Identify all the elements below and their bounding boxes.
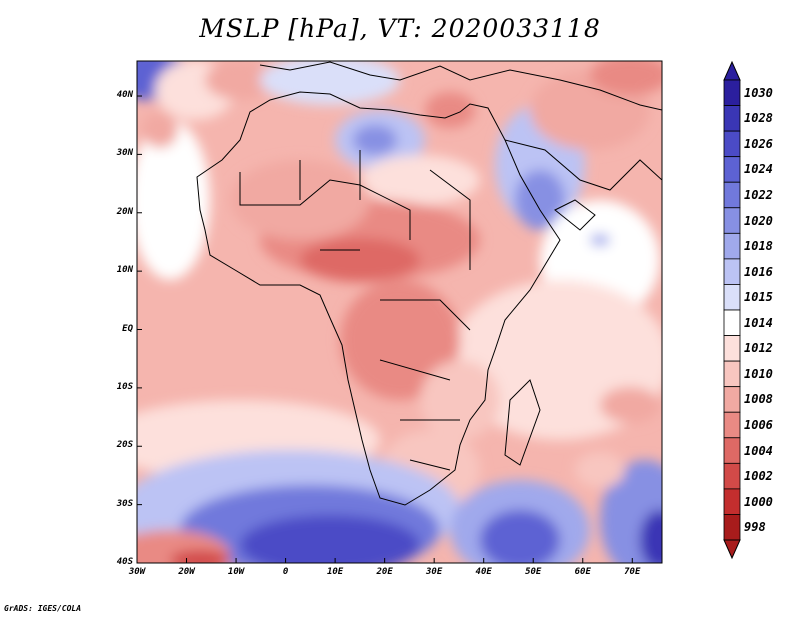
coastlines <box>196 61 662 506</box>
colorbar-level-label: 998 <box>744 520 766 535</box>
colorbar-level-label: 1012 <box>744 341 773 356</box>
lat-label: 40S <box>116 557 133 567</box>
map-frame <box>136 60 663 564</box>
colorbar-level-label: 1014 <box>744 315 773 330</box>
colorbar-max-arrow <box>723 60 741 81</box>
colorbar-swatch <box>723 105 741 132</box>
lat-label: EQ <box>122 323 133 334</box>
lon-label: 30W <box>128 567 146 577</box>
map-title: MSLP [hPa], VT: 2020033118 <box>199 14 601 43</box>
colorbar-level-label: 1004 <box>744 443 773 458</box>
axis-ticks <box>136 95 633 564</box>
lon-label: 0 <box>282 567 289 577</box>
lon-label: 20W <box>178 567 195 577</box>
colorbar-swatch <box>723 284 741 311</box>
colorbar-swatch <box>723 335 741 362</box>
lat-label: 20S <box>116 440 133 451</box>
colorbar-level-label: 1002 <box>744 469 773 484</box>
colorbar-level-label: 1000 <box>744 494 773 509</box>
lon-label: 20E <box>376 567 393 577</box>
colorbar-level-label: 1008 <box>744 392 773 407</box>
colorbar-level-label: 1028 <box>744 111 773 126</box>
lon-label: 30E <box>426 567 443 577</box>
lat-label: 10N <box>116 265 133 276</box>
colorbar-swatch <box>723 181 741 209</box>
lon-label: 50E <box>525 567 542 577</box>
colorbar-swatch <box>723 488 741 515</box>
colorbar-level-label: 1024 <box>744 162 773 177</box>
colorbar-min-arrow <box>723 539 741 560</box>
colorbar-swatch <box>723 514 741 541</box>
colorbar-level-label: 1006 <box>744 418 773 432</box>
lat-label: 30S <box>116 498 133 509</box>
colorbar-level-label: 1015 <box>744 290 773 305</box>
colorbar-swatch <box>723 258 741 285</box>
lon-label: 70E <box>624 567 641 577</box>
colorbar-swatch <box>723 130 741 158</box>
colorbar-swatch <box>723 207 741 234</box>
grads-credit: GrADS: IGES/COLA <box>4 604 82 613</box>
pressure-field <box>137 61 662 563</box>
colorbar <box>723 60 741 560</box>
colorbar-swatch <box>723 411 741 439</box>
colorbar-level-label: 1016 <box>744 264 773 279</box>
lat-label: 20N <box>116 206 133 217</box>
colorbar-level-label: 1010 <box>744 366 773 381</box>
lat-label: 10S <box>116 381 133 392</box>
colorbar-level-label: 1030 <box>744 85 773 100</box>
lon-label: 40E <box>475 567 492 577</box>
colorbar-swatch <box>723 79 741 106</box>
colorbar-level-label: 1018 <box>744 239 773 254</box>
lat-label: 40N <box>116 90 133 101</box>
colorbar-level-label: 1026 <box>744 136 773 151</box>
lon-label: 60E <box>574 567 591 577</box>
colorbar-swatch <box>723 232 741 260</box>
colorbar-swatch <box>723 309 741 336</box>
colorbar-swatch <box>723 437 741 464</box>
lon-label: 10W <box>227 567 245 577</box>
colorbar-swatch <box>723 386 741 413</box>
colorbar-level-label: 1022 <box>744 188 773 202</box>
lon-label: 10E <box>326 567 344 577</box>
colorbar-swatch <box>723 462 741 490</box>
lat-label: 30N <box>116 148 133 159</box>
colorbar-level-label: 1020 <box>744 213 773 228</box>
colorbar-swatch <box>723 360 741 388</box>
colorbar-swatch <box>723 156 741 183</box>
